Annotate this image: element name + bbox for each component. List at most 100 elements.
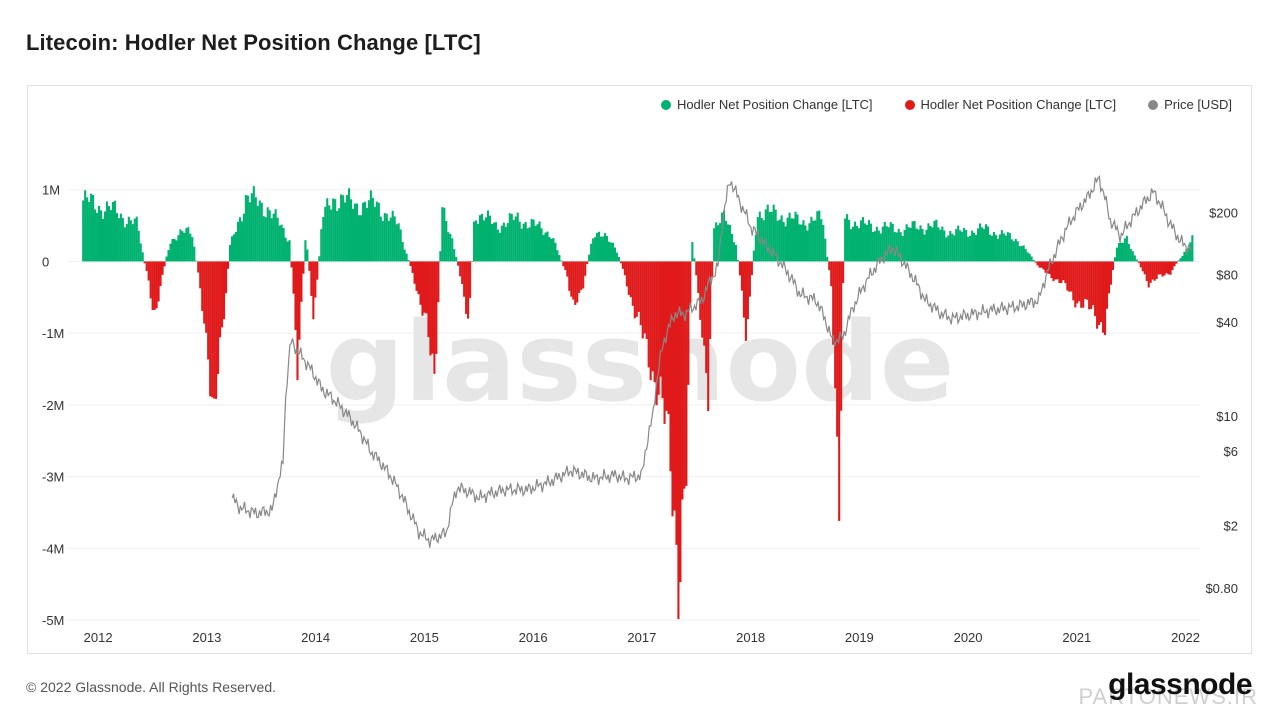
hodler-bar xyxy=(1161,261,1164,277)
hodler-bar xyxy=(889,222,892,262)
hodler-bar xyxy=(780,215,783,262)
hodler-bar xyxy=(1157,261,1160,275)
hodler-bar xyxy=(929,225,932,262)
hodler-bar xyxy=(157,261,160,302)
hodler-bar xyxy=(153,261,156,310)
hodler-bar xyxy=(163,261,166,267)
hodler-bar xyxy=(361,202,365,262)
hodler-bar xyxy=(391,210,394,262)
hodler-bar xyxy=(679,261,682,583)
hodler-bar xyxy=(1064,261,1067,284)
hodler-bar xyxy=(346,195,349,262)
hodler-bar xyxy=(919,225,922,262)
hodler-bar xyxy=(1060,261,1063,283)
right-tick-label: $10 xyxy=(1216,409,1238,424)
hodler-bar xyxy=(427,261,430,338)
hodler-bar xyxy=(419,261,422,305)
hodler-bar xyxy=(280,224,283,262)
hodler-bar xyxy=(1088,261,1091,310)
hodler-bar xyxy=(403,249,406,262)
hodler-bar xyxy=(544,232,547,262)
hodler-bar xyxy=(155,261,158,309)
hodler-bar xyxy=(240,221,243,262)
hodler-bar xyxy=(445,221,448,262)
hodler-bar xyxy=(201,261,204,311)
hodler-bar xyxy=(534,225,537,262)
hodler-bar xyxy=(411,261,414,273)
hodler-bar xyxy=(1147,261,1150,288)
hodler-bar xyxy=(1022,245,1025,262)
hodler-bar xyxy=(681,261,684,500)
hodler-bar xyxy=(1038,261,1041,268)
hodler-bar xyxy=(721,212,724,262)
hodler-bar xyxy=(576,261,579,303)
hodler-bar xyxy=(1034,261,1037,263)
legend-label: Price [USD] xyxy=(1164,97,1232,112)
chart-panel xyxy=(27,85,1252,654)
hodler-bar xyxy=(276,217,279,262)
price-line xyxy=(231,175,1192,548)
hodler-bar xyxy=(1137,261,1140,263)
hodler-bar xyxy=(641,261,644,339)
hodler-bar xyxy=(205,261,208,333)
hodler-bar xyxy=(879,233,882,262)
hodler-bar xyxy=(937,227,940,262)
hodler-bar xyxy=(1044,261,1047,273)
x-tick-label: 2017 xyxy=(627,630,656,645)
hodler-bar xyxy=(830,261,833,287)
hodler-bar xyxy=(115,213,118,262)
hodler-bar xyxy=(92,194,95,262)
hodler-bar xyxy=(536,224,539,262)
hodler-bar xyxy=(609,242,613,262)
hodler-bar xyxy=(139,243,142,262)
hodler-bar xyxy=(961,231,964,262)
x-tick-label: 2020 xyxy=(954,630,983,645)
hodler-bar xyxy=(191,237,194,262)
hodler-bar xyxy=(998,234,1001,262)
hodler-bar xyxy=(288,240,291,262)
hodler-bar xyxy=(439,251,442,262)
chart-title: Litecoin: Hodler Net Position Change [LT… xyxy=(26,30,481,55)
hodler-bar xyxy=(832,261,835,345)
hodler-bar xyxy=(230,236,234,262)
hodler-bar xyxy=(298,261,301,340)
hodler-bar xyxy=(1058,261,1061,283)
hodler-bar xyxy=(109,210,113,262)
hodler-bar xyxy=(808,223,811,262)
hodler-bar xyxy=(657,261,660,395)
hodler-bar xyxy=(447,232,450,262)
hodler-bar xyxy=(1036,261,1039,266)
hodler-bar xyxy=(223,261,226,320)
hodler-bar xyxy=(318,256,321,262)
x-tick-label: 2012 xyxy=(84,630,113,645)
legend-item-hodler-negative[interactable]: Hodler Net Position Change [LTC] xyxy=(904,97,1116,112)
hodler-bar xyxy=(107,206,111,262)
hodler-bar xyxy=(409,261,412,267)
hodler-bar xyxy=(875,226,878,262)
hodler-bar xyxy=(699,261,702,320)
hodler-bar xyxy=(967,236,970,262)
hodler-bar xyxy=(810,216,813,262)
hodler-bar xyxy=(1149,261,1152,283)
hodler-bar xyxy=(947,235,950,262)
legend-item-price[interactable]: Price [USD] xyxy=(1148,97,1232,112)
hodler-bar xyxy=(234,231,238,262)
hodler-bar xyxy=(1086,261,1089,300)
hodler-bar xyxy=(566,261,569,277)
hodler-bar xyxy=(812,220,815,262)
hodler-bar xyxy=(492,222,495,262)
hodler-bar xyxy=(661,261,664,399)
legend-item-hodler-positive[interactable]: Hodler Net Position Change [LTC] xyxy=(660,97,873,112)
hodler-bar xyxy=(994,234,997,262)
hodler-bar xyxy=(986,226,990,262)
left-axis: 1M 0 -1M -2M -3M -4M -5M xyxy=(42,183,64,628)
hodler-bar xyxy=(669,261,672,472)
hodler-bar xyxy=(903,230,906,262)
hodler-bar xyxy=(1028,253,1031,262)
hodler-bar xyxy=(248,202,251,262)
hodler-bar xyxy=(221,261,224,328)
hodler-bar xyxy=(834,261,837,389)
hodler-bar xyxy=(863,223,867,262)
hodler-bar xyxy=(1123,238,1126,262)
right-tick-label: $80 xyxy=(1216,268,1238,283)
